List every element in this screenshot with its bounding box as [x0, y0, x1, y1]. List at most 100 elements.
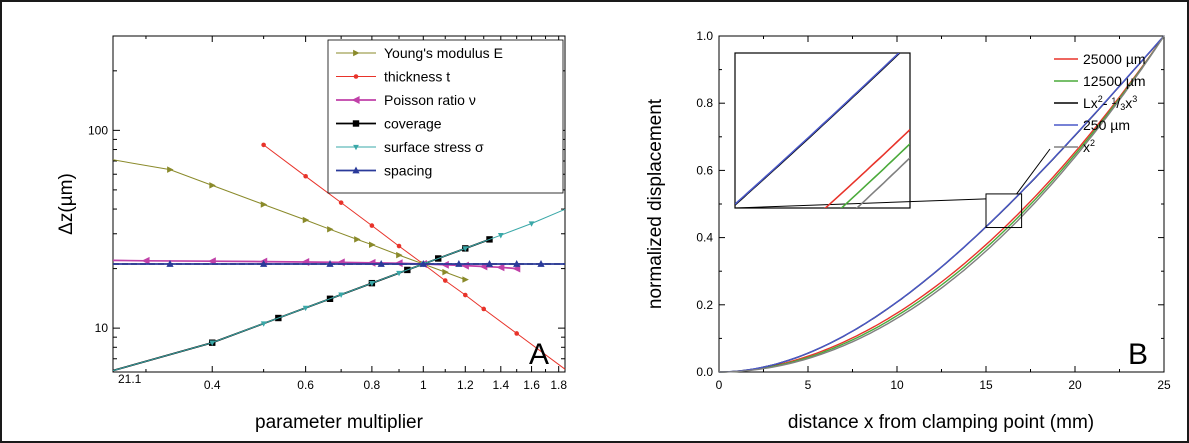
- panel-a-y-axis-label: Δz(µm): [56, 173, 77, 235]
- data-point: [260, 201, 268, 208]
- panel-b-letter: B: [1128, 338, 1148, 371]
- data-point: [326, 260, 334, 267]
- x-tick-label: 0.8: [364, 378, 381, 392]
- legend-marker: [352, 120, 360, 127]
- legend-label: Poisson ratio ν: [384, 92, 476, 108]
- inset-series-line: [735, 53, 900, 205]
- panel-a: 0.4 0.6 0.8 1 1.2 1.4 1.6 1.8 10 100 21.1 paramet…: [56, 35, 567, 433]
- legend-label: Lx2- 1/3x3: [1083, 94, 1137, 112]
- zoom-pointer-line: [1016, 148, 1051, 195]
- reference-line-label: 21.1: [118, 372, 142, 386]
- data-point: [442, 268, 449, 276]
- series-5: [113, 260, 565, 267]
- legend-label: 25000 µm: [1083, 51, 1146, 67]
- inset-series-line: [855, 157, 910, 208]
- panel-a-plot-frame: [112, 35, 566, 373]
- x-tick-label: 0.4: [204, 378, 221, 392]
- series-line: [718, 35, 1165, 373]
- data-point: [338, 292, 345, 298]
- panel-a-letter: A: [529, 338, 549, 371]
- panel-b-series: [718, 35, 1165, 373]
- data-point: [419, 260, 427, 267]
- legend-label-frac-slash: /: [1116, 95, 1120, 111]
- legend-label: coverage: [384, 116, 442, 132]
- y-tick-label: 0.4: [696, 231, 713, 245]
- legend-label-part: -: [1103, 95, 1112, 111]
- series-line: [112, 159, 466, 281]
- legend-marker: [353, 144, 359, 151]
- data-point: [396, 243, 402, 249]
- panel-a-x-axis-label: parameter multiplier: [255, 412, 424, 433]
- data-point: [462, 292, 468, 298]
- data-point: [528, 221, 535, 227]
- legend-label-sup: 2: [1098, 94, 1103, 104]
- y-tick-label: 0.0: [696, 365, 713, 379]
- data-point: [209, 182, 216, 189]
- x-tick-label: 5: [805, 378, 812, 392]
- data-point: [327, 226, 334, 233]
- panel-b-x-axis-label: distance x from clamping point (mm): [788, 412, 1094, 433]
- y-tick-label: 0.6: [696, 163, 713, 177]
- legend-label: x2: [1083, 138, 1095, 155]
- series-line: [718, 35, 1165, 373]
- data-point: [496, 263, 505, 272]
- y-tick-label: 1.0: [696, 29, 713, 43]
- data-point: [166, 260, 174, 267]
- series-line: [719, 35, 1165, 373]
- legend-label: surface stress σ: [384, 139, 484, 155]
- data-point: [462, 246, 469, 252]
- data-point: [377, 260, 385, 267]
- zoom-connector-line: [734, 198, 987, 209]
- legend-marker: [353, 74, 359, 79]
- legend-marker: [352, 166, 360, 174]
- data-point: [481, 306, 487, 312]
- legend-label-frac-num: 1: [1111, 96, 1116, 106]
- data-point: [260, 321, 267, 327]
- data-point: [442, 278, 448, 283]
- series-line: [719, 35, 1165, 373]
- data-point: [369, 280, 375, 287]
- x-tick-label: 25: [1157, 378, 1171, 392]
- x-tick-label: 0: [716, 378, 723, 392]
- legend-marker: [351, 96, 360, 104]
- legend-label: Young's modulus E: [384, 45, 503, 61]
- legend-label-sup: 3: [1132, 94, 1137, 104]
- data-point: [260, 260, 268, 267]
- y-tick-label: 10: [95, 321, 109, 335]
- panel-b-y-axis-label: normalized displacement: [645, 98, 666, 309]
- panel-a-series: [112, 142, 566, 372]
- panel-b: 0 5 10 15 20 25 0.0 0.2 0.4 0.6 0.8 1.0 distance x …: [645, 29, 1171, 433]
- legend-label: thickness t: [384, 69, 450, 85]
- data-point: [141, 256, 150, 265]
- y-tick-label: 100: [88, 123, 108, 137]
- x-tick-label: 20: [1068, 378, 1082, 392]
- data-point: [485, 260, 494, 267]
- x-tick-label: 10: [890, 378, 904, 392]
- panel-b-zoom-inset: [734, 52, 1051, 229]
- legend-label-part: x: [1125, 95, 1132, 111]
- legend-label: spacing: [384, 163, 432, 179]
- data-point: [513, 260, 521, 267]
- legend-label: 12500 µm: [1083, 73, 1146, 89]
- data-point: [369, 241, 376, 248]
- data-point: [455, 260, 463, 267]
- series-line: [112, 208, 566, 372]
- data-point: [369, 223, 375, 228]
- legend-label-part: x: [1083, 139, 1090, 155]
- data-point: [167, 166, 174, 173]
- x-tick-label: 1.8: [550, 378, 567, 392]
- data-point: [209, 340, 216, 346]
- panel-b-ticks: 0 5 10 15 20 25 0.0 0.2 0.4 0.6 0.8 1.0: [696, 29, 1171, 392]
- inset-frame: [734, 52, 911, 209]
- data-point: [514, 331, 519, 336]
- data-point: [537, 260, 545, 267]
- x-tick-label: 0.6: [297, 378, 314, 392]
- panel-a-legend: Young's modulus E thickness t Poisson rati…: [327, 39, 564, 194]
- y-tick-label: 0.8: [696, 96, 713, 110]
- zoom-region-box: [985, 193, 1023, 229]
- inset-series-line: [840, 143, 910, 208]
- panel-a-legend-box: [327, 39, 564, 194]
- inset-series-line: [824, 129, 910, 208]
